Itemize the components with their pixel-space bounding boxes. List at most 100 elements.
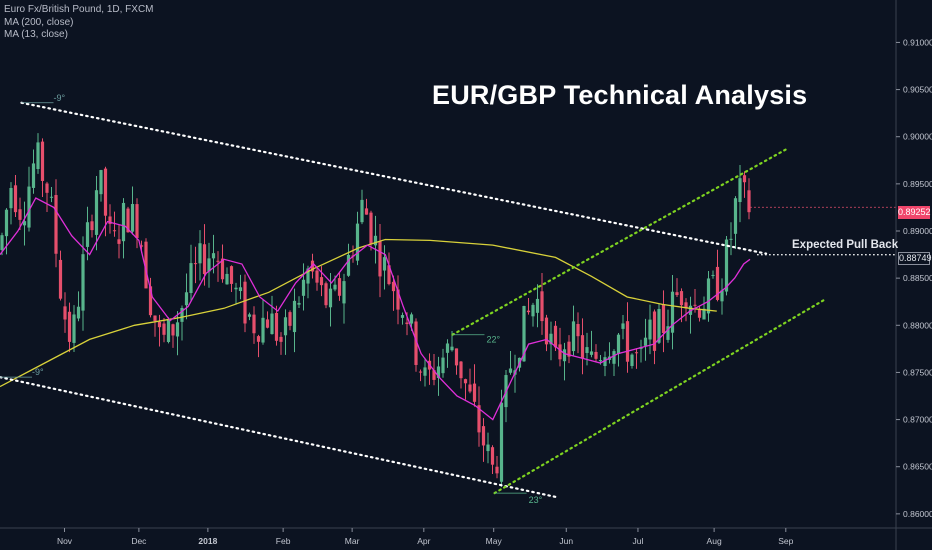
candle (706, 271, 711, 322)
candle (22, 201, 27, 246)
y-tick-label: 0.89000 (903, 226, 932, 236)
candle-body (144, 241, 148, 289)
candle (85, 206, 90, 261)
candle (684, 298, 688, 322)
x-axis: Nov Dec 2018 Feb Mar Apr May Jun Jul Aug Sep (0, 527, 932, 546)
candle (27, 166, 31, 232)
angle-label: -9° (54, 93, 66, 103)
candle-body (346, 254, 351, 276)
candle (459, 360, 463, 389)
candle (247, 312, 252, 321)
candle-body (171, 324, 175, 336)
x-tick-label: Jun (559, 536, 573, 546)
candle-body (364, 208, 369, 215)
candle-body (387, 265, 391, 285)
candle (324, 281, 328, 309)
candle-body (324, 283, 328, 306)
candle-body (679, 291, 684, 306)
candle (679, 288, 684, 323)
candle (315, 267, 319, 291)
candle-body (522, 305, 526, 362)
candle-body (238, 287, 243, 292)
candle (319, 266, 324, 297)
candle-body (36, 142, 40, 170)
candle-body (18, 209, 22, 220)
y-tick-label: 0.87000 (903, 415, 932, 425)
candle-body (108, 216, 112, 224)
candle-body (441, 357, 445, 374)
candle-body (468, 384, 472, 392)
candle-body (652, 311, 657, 351)
candle (144, 238, 148, 289)
candle-body (580, 335, 585, 359)
candle-body (463, 379, 468, 384)
candle-body (130, 203, 135, 232)
candle (49, 186, 54, 203)
candle-body (670, 291, 675, 333)
candle-body (265, 319, 270, 328)
candle (274, 305, 279, 346)
candle (702, 296, 706, 320)
candle (472, 364, 477, 407)
candle (463, 378, 468, 400)
candle-body (526, 310, 531, 313)
candle-body (477, 405, 481, 433)
candle (396, 275, 400, 325)
candle (166, 317, 171, 344)
candle-body (418, 371, 423, 373)
candle (661, 290, 666, 353)
candle-body (535, 298, 540, 313)
trendline-descending-upper (20, 101, 768, 255)
candle (666, 309, 670, 343)
candle-body (198, 243, 202, 264)
candle-body (684, 302, 688, 309)
candle-body (549, 333, 553, 345)
legend-ma13: MA (13, close) (4, 29, 68, 40)
candle (256, 334, 261, 358)
candle (414, 318, 418, 372)
y-tick-label: 0.88000 (903, 320, 932, 330)
candle-body (180, 307, 184, 322)
trendline-descending-lower (0, 376, 557, 498)
candle-body (243, 281, 247, 324)
candle-body (328, 288, 333, 308)
candle (207, 242, 211, 288)
candle-body (616, 334, 621, 355)
candle (18, 197, 22, 230)
candle-body (666, 326, 670, 340)
x-tick-label: Dec (131, 536, 147, 546)
candle (171, 323, 175, 348)
candle-body (193, 263, 198, 265)
candle (589, 330, 594, 358)
y-axis: 0.91000 0.90500 0.90000 0.89500 0.89000 0.885… (895, 0, 932, 550)
candle (688, 296, 693, 334)
candle (99, 169, 103, 202)
candle-body (166, 318, 171, 342)
candle-body (247, 314, 252, 317)
candle (549, 321, 553, 361)
candle-body (157, 321, 162, 328)
candle-body (373, 235, 378, 246)
candle (216, 251, 220, 282)
trendline-ascending-upper (451, 146, 790, 336)
candle-body (711, 274, 715, 276)
candle (580, 318, 585, 375)
candle-body (333, 284, 337, 290)
candle-body (207, 258, 211, 272)
candle (135, 198, 139, 249)
candle-body (126, 208, 130, 233)
candle (441, 348, 445, 378)
candle-body (45, 183, 49, 193)
candle (639, 339, 643, 363)
candle-body (279, 336, 283, 342)
candle-body (184, 292, 189, 306)
candle-body (189, 263, 193, 293)
candle (526, 297, 531, 315)
x-tick-label: Feb (276, 536, 291, 546)
candle (391, 275, 396, 311)
candle-body (459, 361, 463, 379)
candle (58, 250, 63, 301)
candle-body (382, 257, 387, 271)
candle-body (445, 343, 450, 353)
